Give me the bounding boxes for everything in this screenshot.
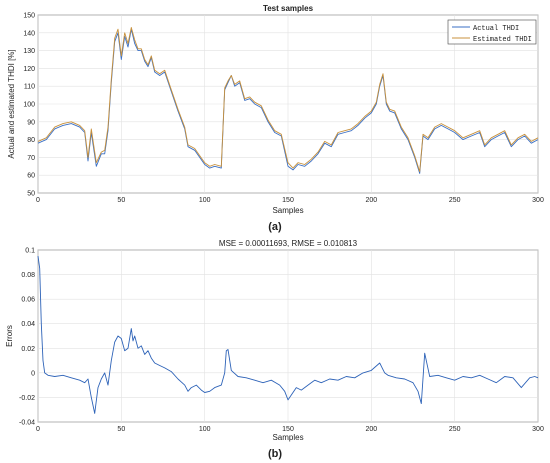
chart-a-title: Test samples (263, 4, 314, 13)
y-tick-label: 100 (23, 102, 35, 109)
chart-b-series (37, 256, 539, 414)
y-tick-label: 0.1 (25, 248, 35, 255)
panel-label-a: (a) (268, 221, 282, 233)
chart-b-ylabel: Errors (5, 325, 14, 347)
y-tick-label: 110 (24, 84, 35, 91)
y-tick-label: -0.04 (19, 420, 35, 427)
chart-b-grid (37, 249, 539, 423)
x-tick-label: 300 (532, 426, 544, 433)
chart-a-xlabel: Samples (272, 206, 303, 215)
x-tick-label: 150 (282, 426, 294, 433)
x-tick-label: 250 (449, 426, 461, 433)
y-tick-label: 90 (27, 119, 35, 126)
y-tick-label: 0 (31, 370, 35, 377)
y-tick-label: 0.06 (21, 297, 35, 304)
x-tick-label: 0 (36, 426, 40, 433)
x-tick-label: 300 (532, 197, 544, 204)
x-tick-label: 100 (199, 426, 211, 433)
y-tick-label: 60 (27, 173, 35, 180)
x-tick-label: 100 (199, 197, 211, 204)
y-tick-label: 80 (27, 137, 35, 144)
y-tick-label: 70 (27, 155, 35, 162)
y-tick-label: 0.04 (21, 321, 35, 328)
x-tick-label: 50 (117, 426, 125, 433)
x-tick-label: 200 (365, 426, 377, 433)
chart-a-ticks: 0 50 100 150 200 250 3005060708090100110120130… (23, 13, 544, 205)
y-tick-label: 0.02 (21, 346, 35, 353)
chart-b-xlabel: Samples (272, 433, 303, 442)
chart-b-ticks: 0 50 100 150 200 250 300 -0.04 -0.02 0 0.02 0.04 0.0… (19, 248, 544, 434)
chart-a-grid (37, 14, 539, 194)
y-tick-label: 0.08 (21, 272, 35, 279)
panel-b: MSE = 0.00011693, RMSE = 0.010813 0 50 100… (5, 239, 544, 460)
y-tick-label: 120 (23, 66, 35, 73)
chart-a-legend: Actual THDI Estimated THDI (447, 19, 537, 45)
x-tick-label: 250 (449, 197, 461, 204)
y-tick-label: 50 (27, 191, 35, 198)
legend-label-estimated: Estimated THDI (473, 36, 532, 44)
series-line-b-0 (37, 256, 539, 414)
x-tick-label: 150 (282, 197, 294, 204)
y-tick-label: -0.02 (19, 395, 35, 402)
x-tick-label: 50 (117, 197, 125, 204)
series-line-a-1 (37, 27, 539, 173)
legend-label-actual: Actual THDI (473, 25, 519, 33)
chart-a-ylabel: Actual and estimated THDI [%] (7, 49, 16, 158)
chart-a-series (37, 27, 539, 174)
y-tick-label: 130 (23, 48, 35, 55)
x-tick-label: 0 (36, 197, 40, 204)
x-tick-label: 200 (365, 197, 377, 204)
y-tick-label: 140 (23, 30, 35, 37)
y-tick-label: 150 (23, 13, 35, 20)
panel-a: Test samples 0 50 100 150 200 250 300506070809… (7, 4, 544, 233)
panel-label-b: (b) (268, 448, 282, 460)
chart-b-title: MSE = 0.00011693, RMSE = 0.010813 (219, 239, 358, 248)
